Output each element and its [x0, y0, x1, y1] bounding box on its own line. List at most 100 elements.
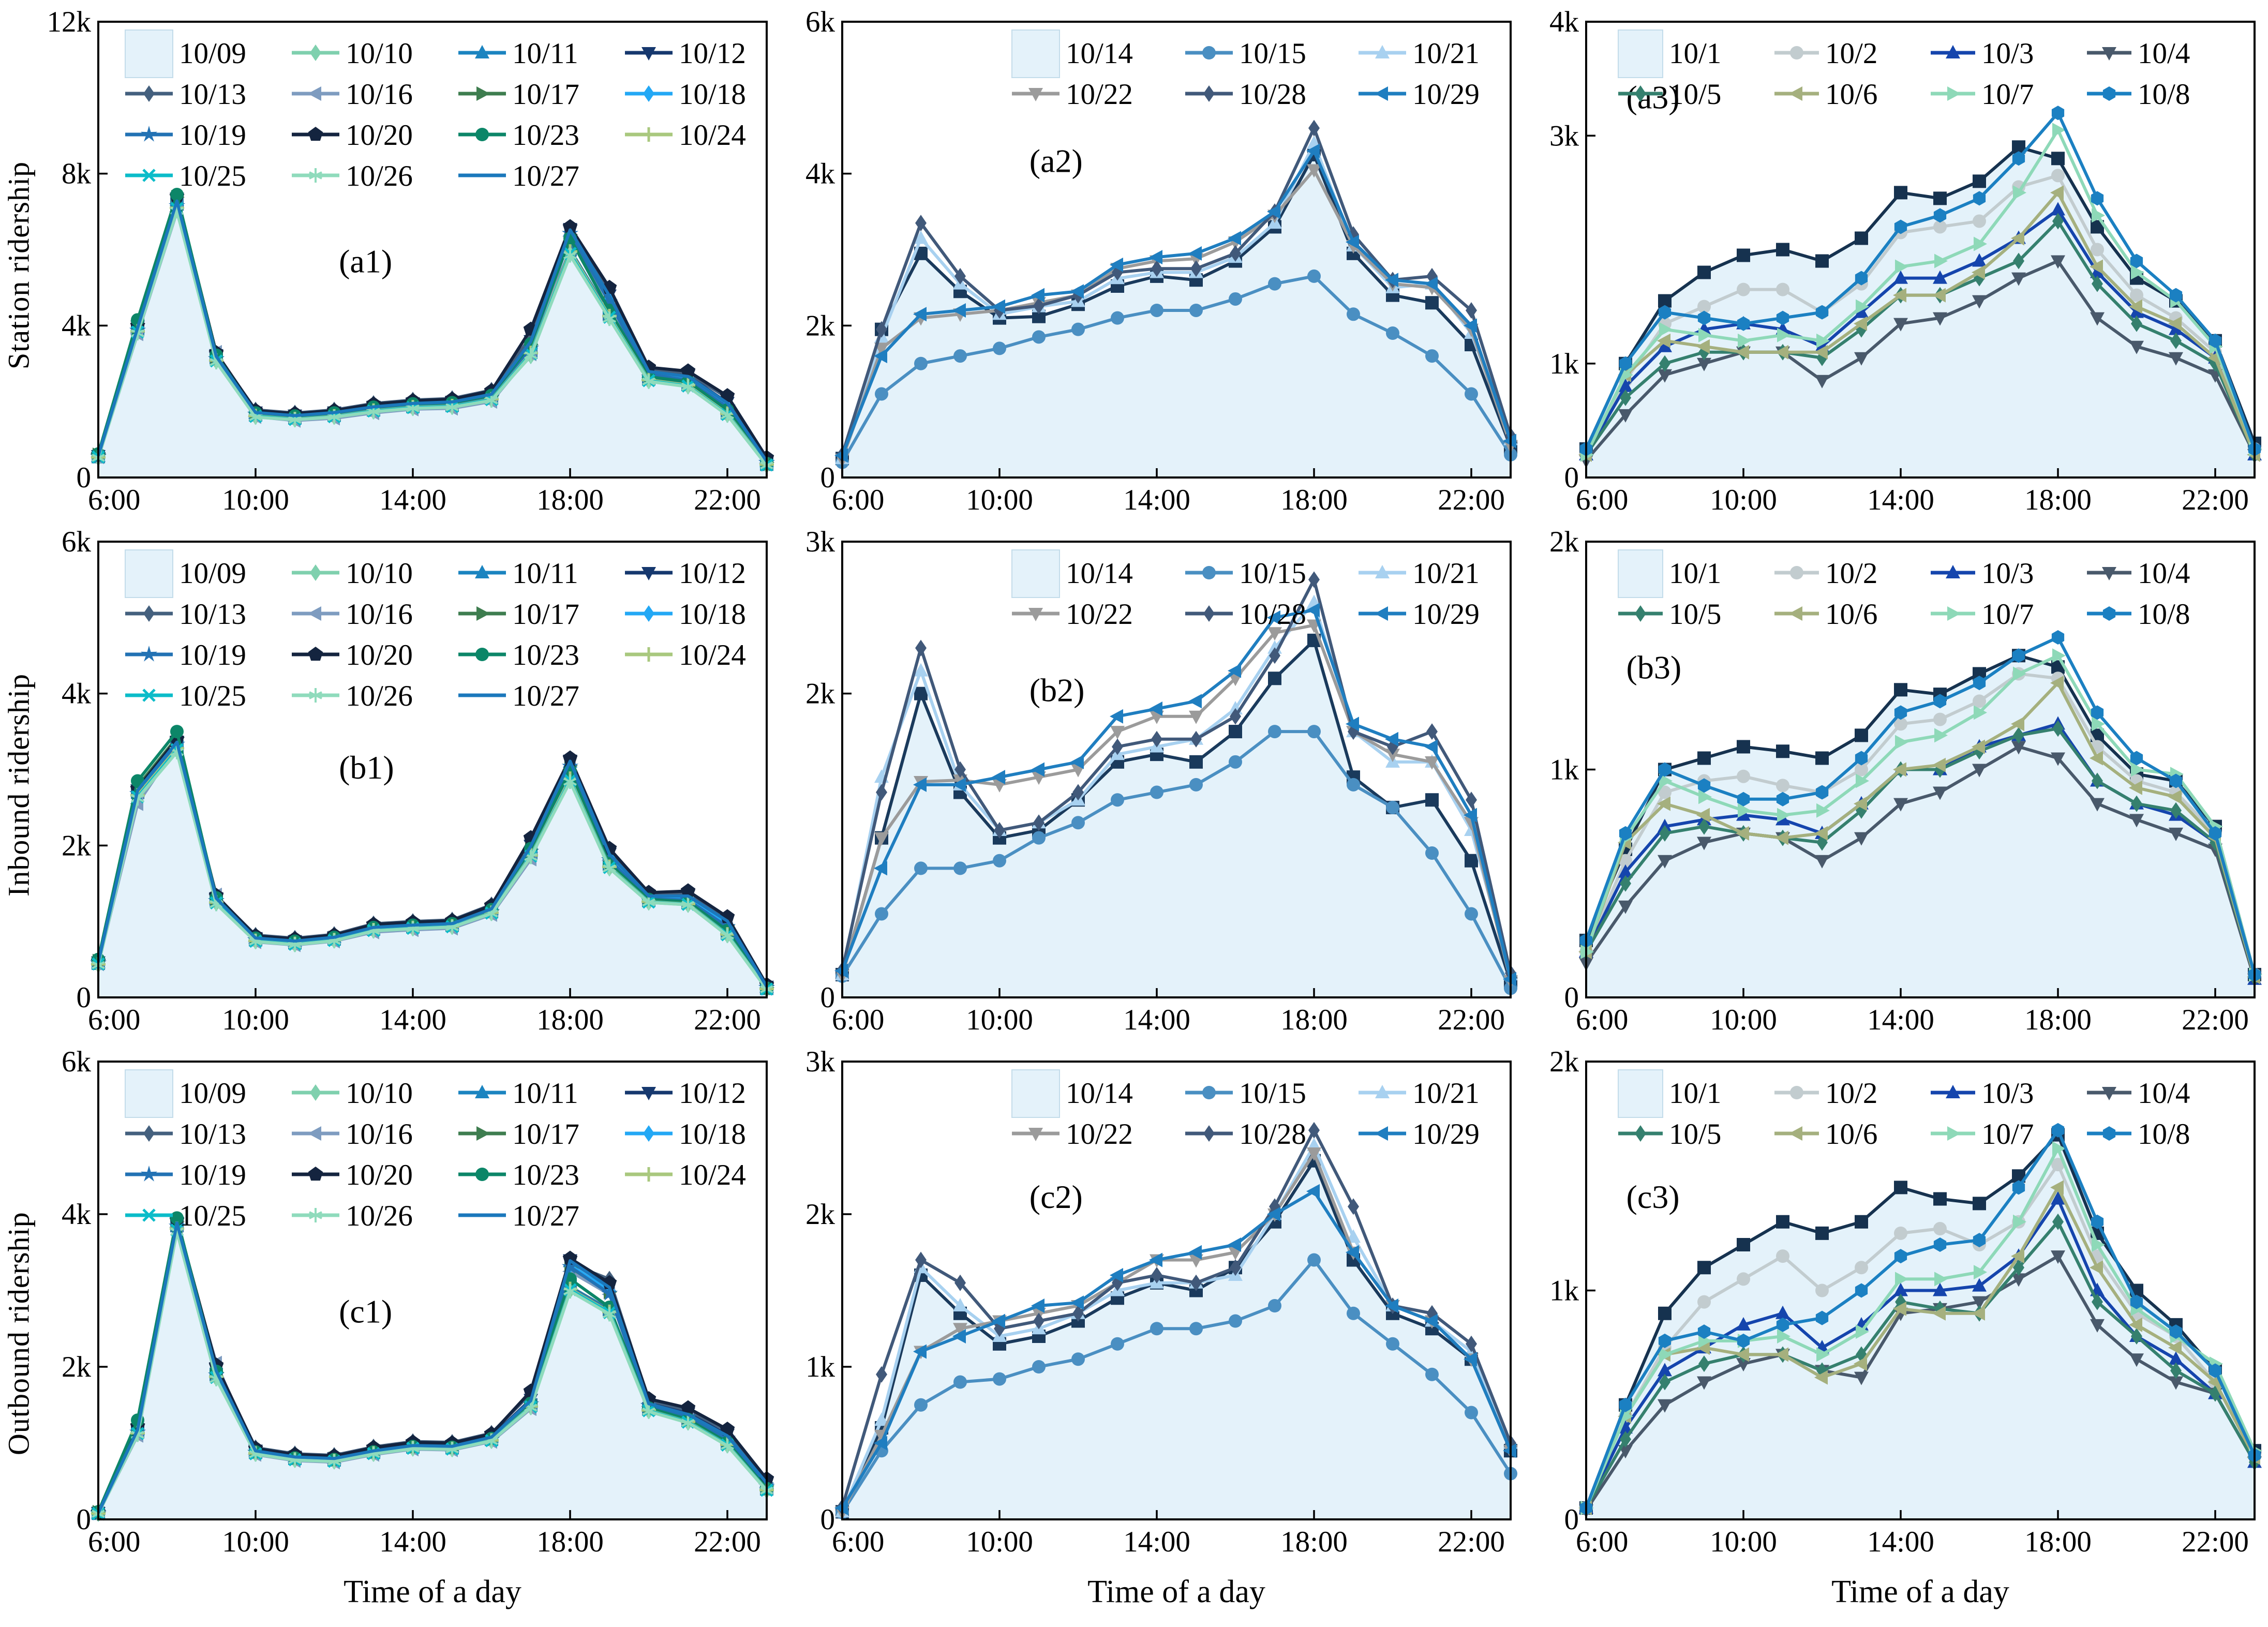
- svg-text:10/19: 10/19: [179, 639, 246, 671]
- svg-text:10/09: 10/09: [179, 37, 246, 70]
- svg-text:10/23: 10/23: [512, 639, 579, 671]
- x-axis-ticks: 6:00 10:00 14:00 18:00 22:00: [88, 468, 761, 516]
- svg-text:4k: 4k: [62, 309, 92, 342]
- legend: 10/09 10/10 10/11 10/12 10/13 10/16 10/17 10/18…: [125, 29, 746, 192]
- panel-a3: 0 1k 3k 4k 6:00 10:00 14:00 18:00 22:00 (a3) 10/1 1…: [1523, 5, 2267, 525]
- panel-c3: 0 1k 2k 6:00 10:00 14:00 18:00 22:00 Time of a d…: [1523, 1045, 2267, 1622]
- legend: 10/09 10/10 10/11 10/12 10/13 10/16 10/17 10/18…: [125, 1069, 746, 1232]
- svg-text:10:00: 10:00: [966, 484, 1033, 516]
- svg-text:14:00: 14:00: [1867, 1004, 1934, 1036]
- svg-text:2k: 2k: [62, 829, 92, 862]
- legend: 10/1 10/2 10/3 10/4 10/5 10/6 10/7 10/8: [1618, 1069, 2190, 1151]
- svg-text:10/4: 10/4: [2138, 37, 2190, 70]
- svg-text:10/14: 10/14: [1066, 557, 1133, 590]
- svg-text:10/3: 10/3: [1981, 37, 2034, 70]
- svg-text:1k: 1k: [1549, 1275, 1579, 1307]
- svg-text:10/16: 10/16: [346, 78, 413, 111]
- panel-annotation: (a1): [339, 243, 392, 280]
- series-lines: [834, 571, 1518, 995]
- svg-text:0: 0: [77, 1503, 92, 1536]
- x-axis-ticks: 6:00 10:00 14:00 18:00 22:00: [1576, 988, 2249, 1036]
- svg-text:10/13: 10/13: [179, 78, 246, 111]
- y-axis-ticks: 0 1k 2k 3k: [805, 1046, 852, 1536]
- svg-text:18:00: 18:00: [2024, 1526, 2092, 1558]
- svg-text:10/25: 10/25: [179, 680, 246, 712]
- svg-text:10/5: 10/5: [1669, 1118, 1721, 1151]
- svg-text:10:00: 10:00: [1710, 1526, 1777, 1558]
- svg-text:10/25: 10/25: [179, 1200, 246, 1232]
- svg-text:10/17: 10/17: [512, 1118, 579, 1151]
- svg-text:0: 0: [1564, 1503, 1579, 1536]
- svg-text:10/28: 10/28: [1239, 598, 1306, 631]
- area-fill: [842, 639, 1511, 998]
- svg-text:10/6: 10/6: [1825, 1118, 1877, 1151]
- y-axis-title-outbound: Outbound ridership: [2, 1212, 36, 1455]
- svg-text:1k: 1k: [1549, 348, 1579, 380]
- svg-text:3k: 3k: [805, 526, 835, 558]
- svg-text:6:00: 6:00: [832, 1526, 884, 1558]
- svg-text:10/21: 10/21: [1412, 1077, 1480, 1110]
- svg-text:0: 0: [820, 1503, 835, 1536]
- svg-text:10/14: 10/14: [1066, 37, 1133, 70]
- svg-text:18:00: 18:00: [536, 1526, 604, 1558]
- svg-text:10/17: 10/17: [512, 78, 579, 111]
- chart-c1: 0 2k 4k 6k 6:00 10:00 14:00 18:00 22:00 Time of a…: [62, 1046, 775, 1609]
- svg-text:2k: 2k: [1549, 526, 1579, 558]
- panel-c2: 0 1k 2k 3k 6:00 10:00 14:00 18:00 22:00 Time of a…: [779, 1045, 1523, 1622]
- svg-text:22:00: 22:00: [694, 1004, 761, 1036]
- svg-text:22:00: 22:00: [2182, 1004, 2249, 1036]
- svg-text:10/13: 10/13: [179, 598, 246, 631]
- svg-text:10/23: 10/23: [512, 119, 579, 152]
- svg-text:10/22: 10/22: [1066, 598, 1133, 631]
- svg-text:3k: 3k: [1549, 120, 1579, 152]
- panel-a2: 0 2k 4k 6k 6:00 10:00 14:00 18:00 22:00 (a2) 10/14…: [779, 5, 1523, 525]
- svg-text:10/24: 10/24: [679, 119, 746, 152]
- chart-b1: 0 2k 4k 6k 6:00 10:00 14:00 18:00 22:00 (b1) 10/09…: [62, 526, 775, 1036]
- panel-b2: 0 2k 3k 6:00 10:00 14:00 18:00 22:00 (b2) 10/14 10…: [779, 525, 1523, 1045]
- series-10-15: [835, 269, 1517, 469]
- plot-frame: [97, 21, 768, 479]
- y-axis-ticks: 0 1k 3k 4k: [1549, 6, 1595, 494]
- svg-text:10/11: 10/11: [512, 1077, 578, 1110]
- panel-annotation: (a2): [1029, 143, 1083, 180]
- svg-text:18:00: 18:00: [1280, 1004, 1348, 1036]
- legend: 10/1 10/2 10/3 10/4 10/5 10/6 10/7 10/8: [1618, 549, 2190, 631]
- svg-text:0: 0: [1564, 981, 1579, 1014]
- svg-text:10/20: 10/20: [346, 119, 413, 152]
- svg-text:10:00: 10:00: [1710, 1004, 1777, 1036]
- svg-text:10/18: 10/18: [679, 78, 746, 111]
- svg-text:10/3: 10/3: [1981, 1077, 2034, 1110]
- series-10-26: [92, 1224, 773, 1521]
- svg-text:10/4: 10/4: [2138, 557, 2190, 590]
- svg-text:10/2: 10/2: [1825, 557, 1877, 590]
- svg-text:10/1: 10/1: [1669, 1077, 1721, 1110]
- series-10-8: [1579, 106, 2261, 456]
- chart-c2: 0 1k 2k 3k 6:00 10:00 14:00 18:00 22:00 Time of a…: [805, 1046, 1518, 1609]
- svg-text:10/11: 10/11: [512, 37, 578, 70]
- svg-text:10/27: 10/27: [512, 1200, 579, 1232]
- x-axis-title: Time of a day: [1087, 1574, 1265, 1609]
- svg-text:10/6: 10/6: [1825, 78, 1877, 111]
- svg-text:10/09: 10/09: [179, 1077, 246, 1110]
- svg-text:10/25: 10/25: [179, 160, 246, 192]
- panel-c1: 0 2k 4k 6k 6:00 10:00 14:00 18:00 22:00 Time of a…: [35, 1045, 779, 1622]
- svg-text:4k: 4k: [62, 678, 92, 710]
- legend: 10/14 10/15 10/21 10/22 10/28 10/29: [1011, 1069, 1480, 1151]
- figure-row-inbound: Inbound ridership 0 2k 4k 6k 6:00 10:00 14:00 1…: [2, 525, 2266, 1045]
- svg-text:6k: 6k: [805, 6, 835, 38]
- y-axis-ticks: 0 2k 4k 6k: [62, 1046, 108, 1536]
- svg-text:10:00: 10:00: [966, 1004, 1033, 1036]
- svg-text:18:00: 18:00: [536, 484, 604, 516]
- svg-text:2k: 2k: [805, 678, 835, 710]
- figure-row-outbound: Outbound ridership 0 2k 4k 6k 6:00 10:00 14:00…: [2, 1045, 2266, 1622]
- panel-annotation: (c3): [1627, 1178, 1680, 1215]
- svg-text:14:00: 14:00: [1123, 1526, 1190, 1558]
- svg-text:14:00: 14:00: [379, 484, 446, 516]
- svg-text:18:00: 18:00: [1280, 484, 1348, 516]
- x-axis-title: Time of a day: [344, 1574, 521, 1609]
- series-10-27: [97, 1221, 768, 1514]
- svg-text:22:00: 22:00: [1438, 1004, 1505, 1036]
- svg-text:10/7: 10/7: [1981, 78, 2034, 111]
- legend: 10/09 10/10 10/11 10/12 10/13 10/16 10/17 10/18…: [125, 549, 746, 712]
- svg-text:10/6: 10/6: [1825, 598, 1877, 631]
